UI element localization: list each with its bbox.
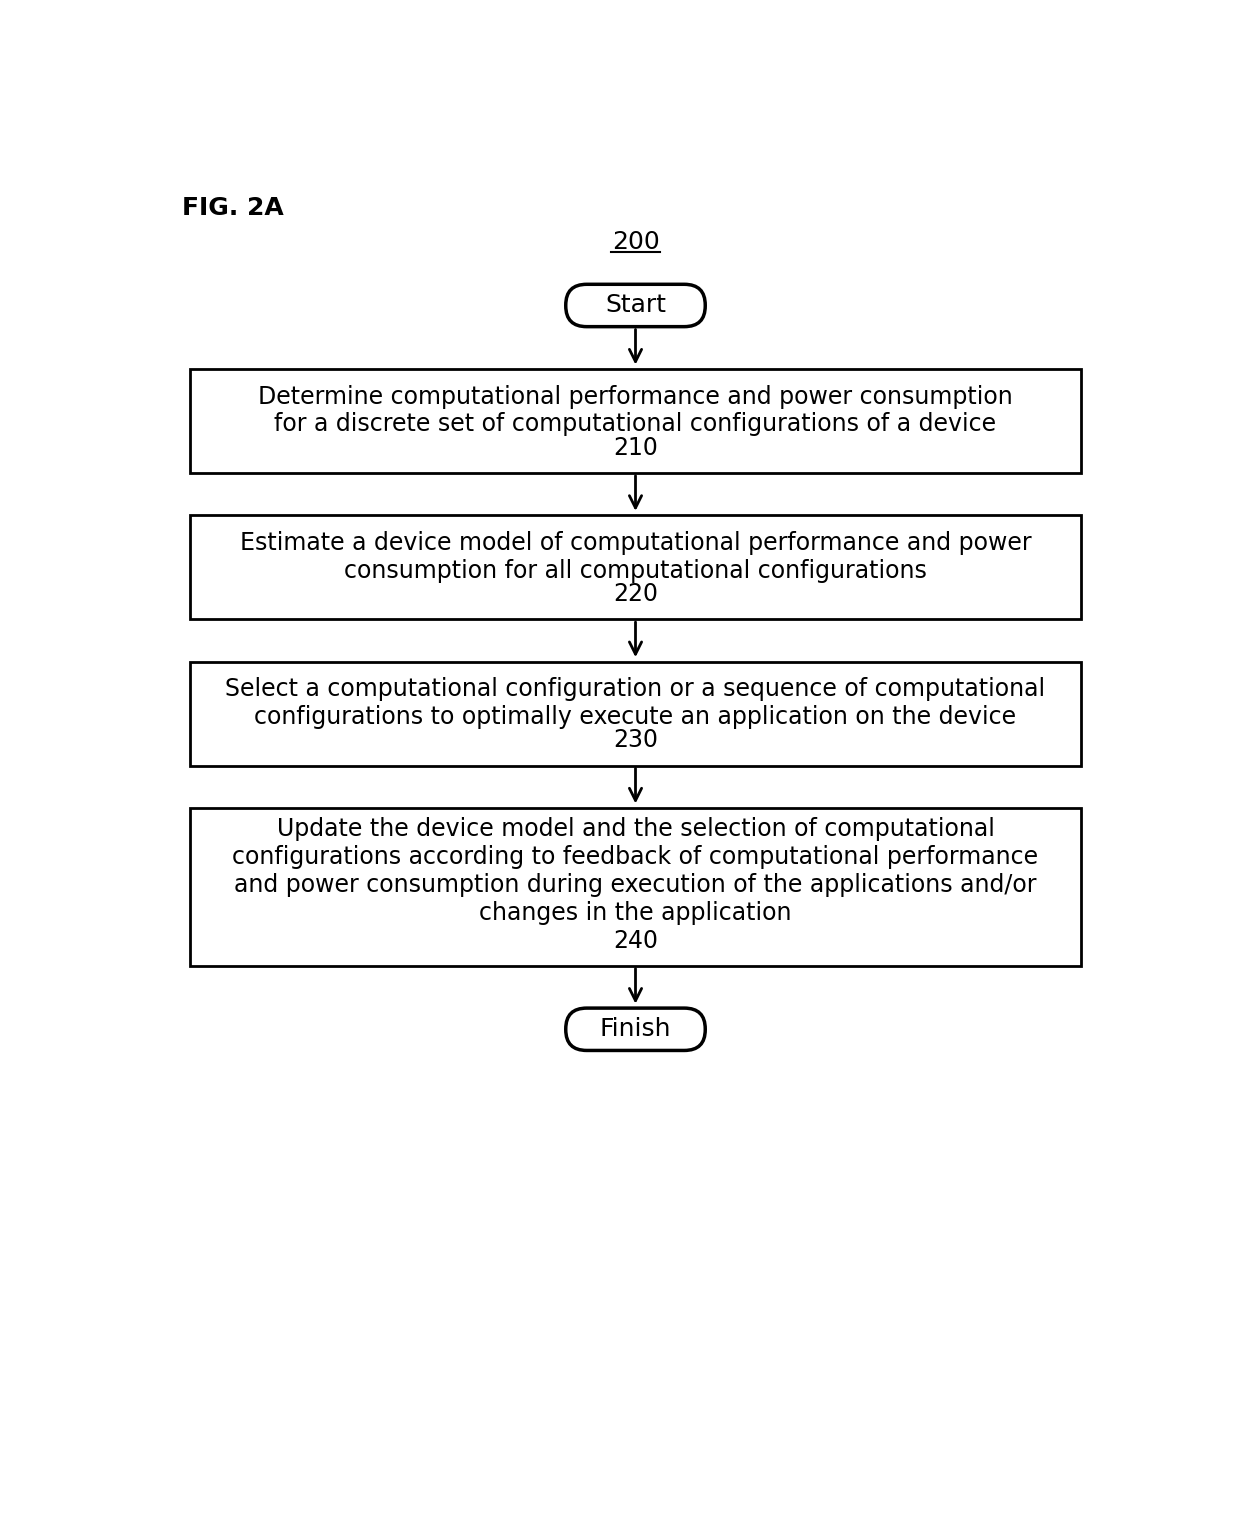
FancyBboxPatch shape [190, 368, 1081, 473]
Text: FIG. 2A: FIG. 2A [182, 196, 284, 220]
Text: Start: Start [605, 293, 666, 318]
Text: 240: 240 [613, 929, 658, 953]
FancyBboxPatch shape [190, 662, 1081, 766]
Text: 200: 200 [611, 230, 660, 255]
Text: Finish: Finish [600, 1018, 671, 1041]
Text: 210: 210 [613, 436, 658, 460]
Text: Select a computational configuration or a sequence of computational
configuratio: Select a computational configuration or … [226, 677, 1045, 729]
Text: Determine computational performance and power consumption
for a discrete set of : Determine computational performance and … [258, 385, 1013, 436]
FancyBboxPatch shape [190, 807, 1081, 966]
FancyBboxPatch shape [565, 1008, 706, 1050]
FancyBboxPatch shape [190, 516, 1081, 619]
Text: Update the device model and the selection of computational
configurations accord: Update the device model and the selectio… [232, 817, 1039, 924]
Text: 230: 230 [613, 729, 658, 752]
FancyBboxPatch shape [565, 284, 706, 327]
Text: Estimate a device model of computational performance and power
consumption for a: Estimate a device model of computational… [239, 531, 1032, 583]
Text: 220: 220 [613, 582, 658, 606]
